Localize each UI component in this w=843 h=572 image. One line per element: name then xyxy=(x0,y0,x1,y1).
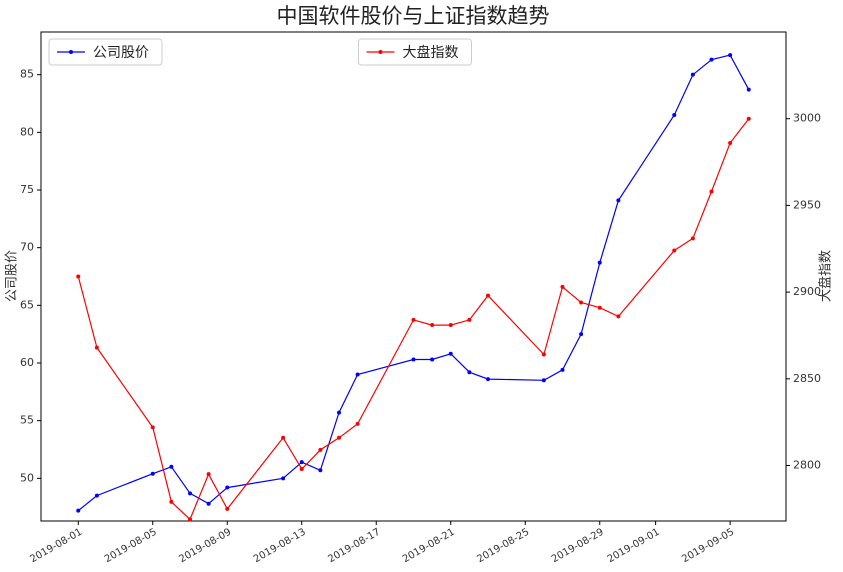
point xyxy=(355,372,360,377)
point xyxy=(411,317,416,322)
point xyxy=(206,501,211,506)
point xyxy=(560,367,565,372)
x-tick-label: 2019-08-09 xyxy=(177,527,233,566)
legend-marker xyxy=(69,50,73,54)
point xyxy=(728,140,733,145)
point xyxy=(94,345,99,350)
y-tick-label: 50 xyxy=(20,471,34,484)
point xyxy=(318,447,323,452)
point xyxy=(672,248,677,253)
x-tick-label: 2019-08-13 xyxy=(252,527,308,566)
point xyxy=(169,464,174,469)
point xyxy=(746,116,751,121)
point xyxy=(597,305,602,310)
point xyxy=(579,300,584,305)
x-tick-label: 2019-09-05 xyxy=(680,527,736,566)
legend-label: 大盘指数 xyxy=(403,44,459,61)
point xyxy=(337,410,341,415)
point xyxy=(206,472,211,477)
point xyxy=(448,323,453,328)
point xyxy=(281,435,286,440)
y-tick-label: 65 xyxy=(20,298,34,311)
point xyxy=(94,493,99,498)
point xyxy=(299,460,304,465)
point xyxy=(411,357,416,362)
point xyxy=(467,370,472,375)
y-tick-label: 75 xyxy=(20,183,34,196)
point xyxy=(541,352,546,357)
x-tick-label: 2019-09-01 xyxy=(606,527,662,566)
chart-title: 中国软件股价与上证指数趋势 xyxy=(277,4,550,28)
point xyxy=(430,323,435,328)
point xyxy=(560,284,565,289)
y2-axis-label: 大盘指数 xyxy=(818,250,834,302)
point xyxy=(188,517,192,522)
legend-box xyxy=(48,38,163,66)
plot-frame xyxy=(40,31,787,522)
point xyxy=(616,314,621,319)
x-tick-label: 2019-08-05 xyxy=(103,527,159,566)
point xyxy=(690,72,695,77)
y-tick-label: 55 xyxy=(20,414,34,427)
x-tick-label: 2019-08-29 xyxy=(550,527,606,566)
y-axis-label: 公司股价 xyxy=(5,250,20,302)
y2-tick-label: 2850 xyxy=(793,372,821,385)
point xyxy=(486,377,490,382)
point xyxy=(541,378,546,383)
point xyxy=(728,53,733,58)
point xyxy=(448,351,453,356)
point xyxy=(150,471,155,476)
point xyxy=(337,435,341,440)
point xyxy=(709,189,714,194)
point xyxy=(430,357,435,362)
y-tick-label: 70 xyxy=(20,241,34,254)
y-tick-label: 60 xyxy=(20,356,34,369)
y2-tick-label: 3000 xyxy=(793,112,821,125)
point xyxy=(597,260,602,265)
y-tick-label: 80 xyxy=(20,125,34,138)
y2-tick-label: 2800 xyxy=(793,459,821,472)
point xyxy=(281,476,286,481)
legend-box xyxy=(358,38,472,66)
point xyxy=(318,468,323,473)
point xyxy=(76,508,81,513)
x-tick-label: 2019-08-21 xyxy=(401,527,457,566)
point xyxy=(616,198,621,203)
point xyxy=(690,236,695,241)
point xyxy=(225,506,230,511)
series-line xyxy=(77,54,750,512)
x-tick-label: 2019-08-25 xyxy=(475,527,531,566)
point xyxy=(169,499,174,504)
point xyxy=(709,57,714,62)
point xyxy=(355,421,360,426)
x-tick-label: 2019-08-01 xyxy=(28,527,84,566)
point xyxy=(188,491,192,496)
point xyxy=(76,274,81,279)
point xyxy=(486,293,490,298)
legend-marker xyxy=(378,50,383,54)
y2-tick-label: 2900 xyxy=(793,285,821,298)
point xyxy=(150,425,155,430)
point xyxy=(467,317,472,322)
y2-tick-label: 2950 xyxy=(793,198,821,211)
point xyxy=(579,332,584,337)
point xyxy=(672,113,677,118)
point xyxy=(299,466,304,471)
y-tick-label: 85 xyxy=(20,68,34,81)
x-tick-label: 2019-08-17 xyxy=(326,527,382,566)
point xyxy=(746,87,751,92)
legend-label: 公司股价 xyxy=(93,45,149,61)
point xyxy=(225,485,230,490)
